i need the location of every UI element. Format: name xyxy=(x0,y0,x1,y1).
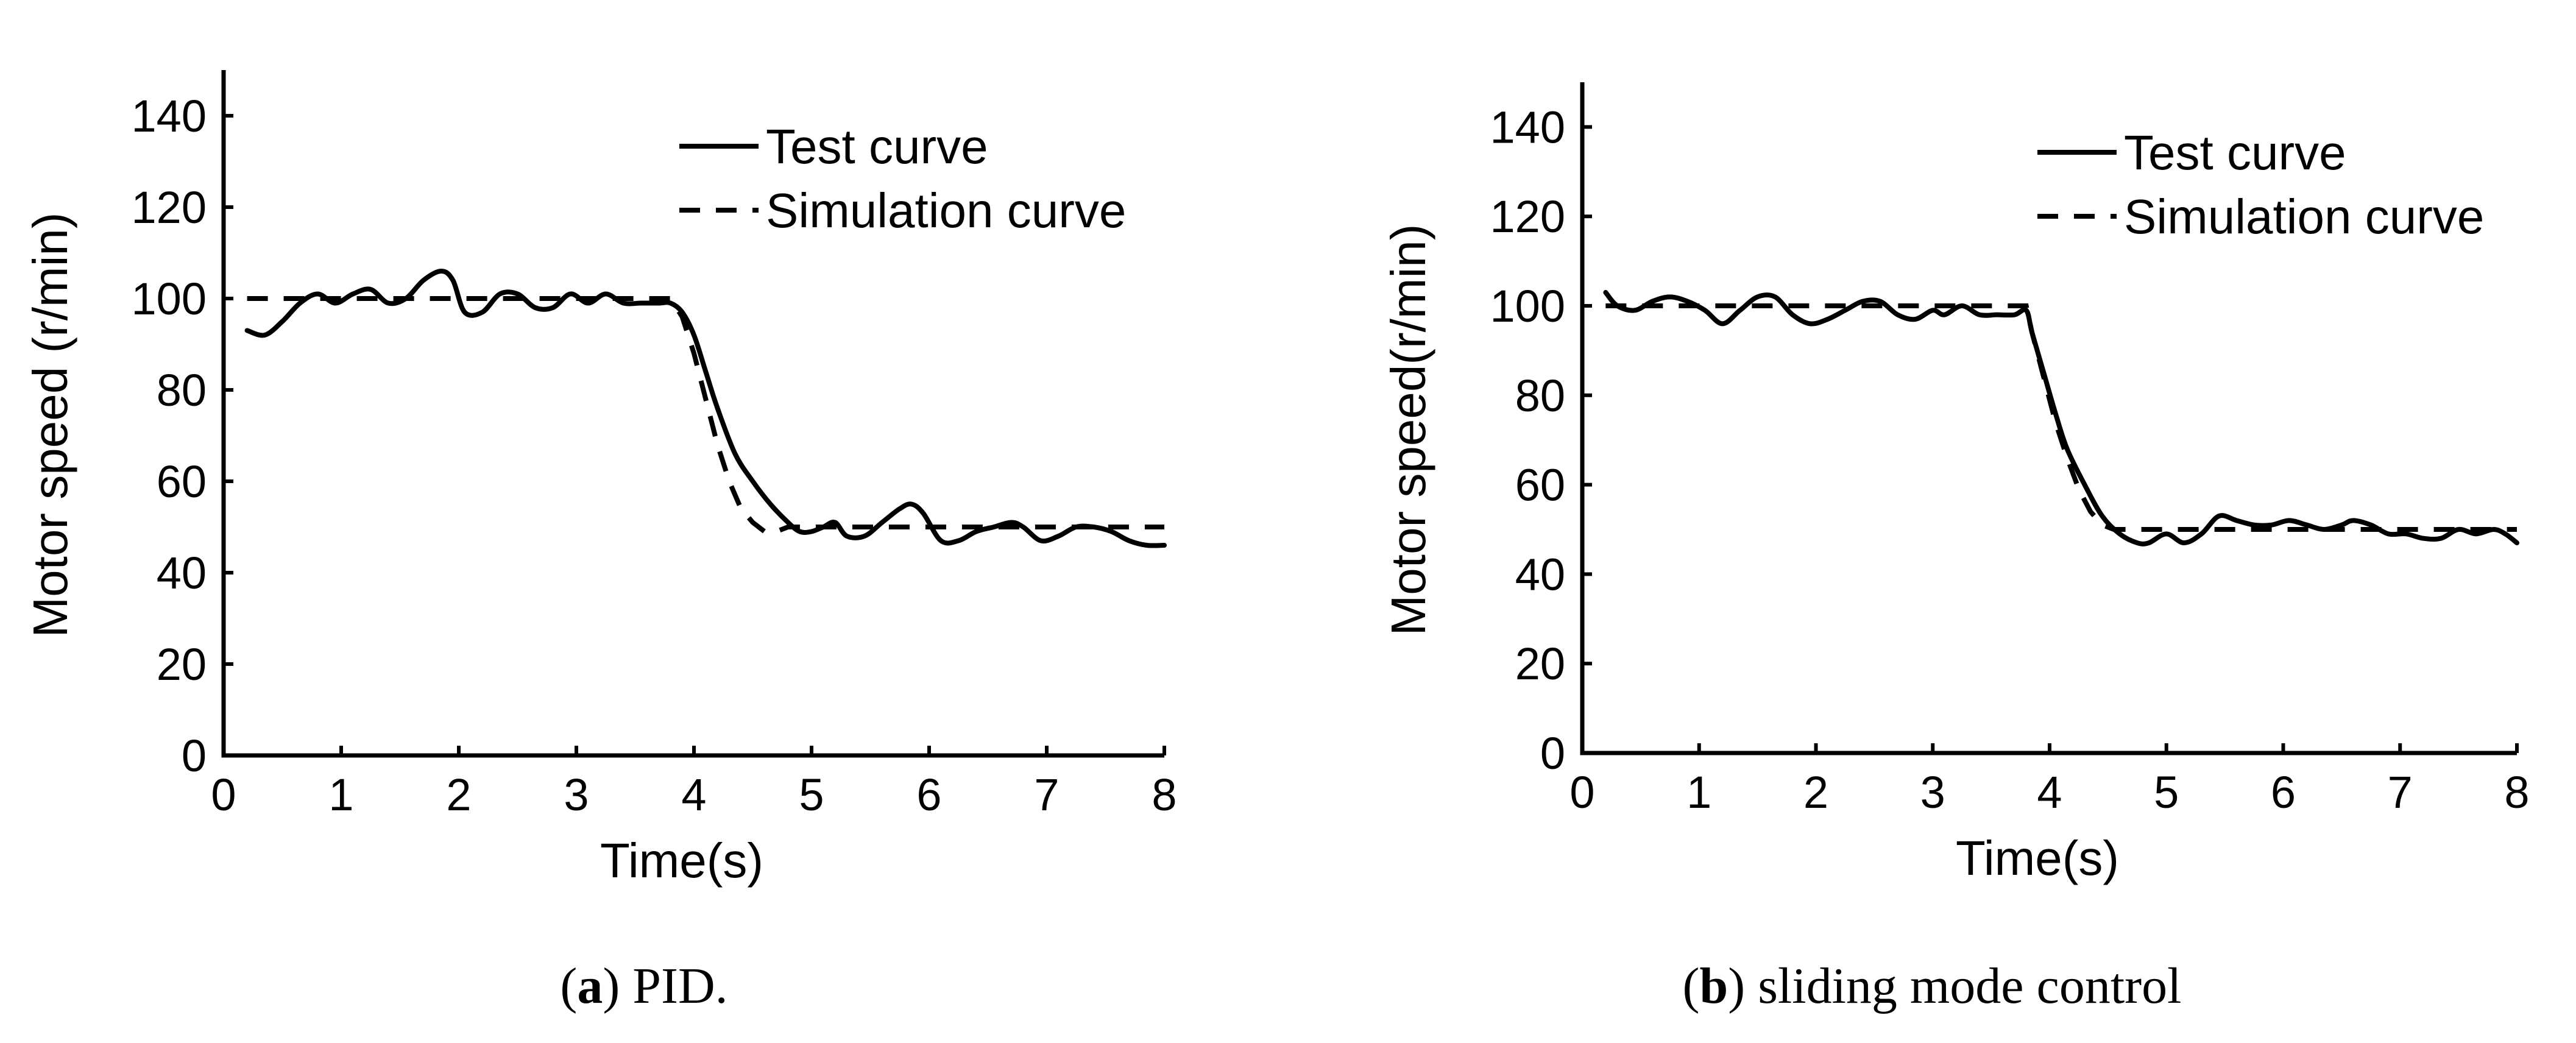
y-tick-label: 0 xyxy=(1540,728,1565,779)
x-tick-label: 5 xyxy=(799,769,824,820)
caption-a: (a) PID. xyxy=(0,956,1288,1016)
x-tick-label: 1 xyxy=(328,769,353,820)
x-tick-label: 1 xyxy=(1686,767,1711,818)
y-tick-label: 80 xyxy=(1515,370,1565,421)
x-tick-label: 3 xyxy=(1920,767,1945,818)
y-tick-label: 120 xyxy=(132,182,207,233)
figure-b: 0 1 2 3 4 5 6 7 8 0 20 40 60 80 100 120 140 Time(s) Motor … xyxy=(1288,0,2576,1043)
x-tick-label: 4 xyxy=(2037,767,2062,818)
y-axis-title: Motor speed(r/min) xyxy=(1381,224,1435,636)
caption-a-open: ( xyxy=(560,958,578,1014)
figure-a: 0 1 2 3 4 5 6 7 8 0 20 40 60 80 100 120 140 Time(s) Motor … xyxy=(0,70,1288,1016)
x-tick-label: 7 xyxy=(2388,767,2413,818)
series-simulation-curve xyxy=(247,296,1164,534)
series-test-curve xyxy=(1603,289,2519,546)
x-tick-label: 0 xyxy=(1569,767,1594,818)
x-axis-title: Time(s) xyxy=(1956,831,2119,885)
caption-b-letter: b xyxy=(1699,958,1729,1014)
chart-a: 0 1 2 3 4 5 6 7 8020406080100120140Time(s)Motor … xyxy=(23,70,1177,888)
caption-b: (b) sliding mode control xyxy=(1288,956,2576,1016)
y-tick-label: 140 xyxy=(132,91,207,141)
chart-b: 0 1 2 3 4 5 6 7 8020406080100120140Time(s)Motor … xyxy=(1381,82,2530,885)
caption-b-open: ( xyxy=(1682,958,1700,1014)
x-tick-label: 6 xyxy=(2271,767,2296,818)
x-axis-title: Time(s) xyxy=(600,833,763,888)
x-tick-label: 8 xyxy=(2504,767,2529,818)
legend-label-simulation: Simulation curve xyxy=(766,183,1126,238)
axes-frame xyxy=(221,70,1164,758)
x-tick-label: 3 xyxy=(564,769,589,820)
legend-label-test: Test curve xyxy=(766,119,988,174)
y-tick-label: 0 xyxy=(182,730,207,781)
x-tick-label: 0 xyxy=(211,769,236,820)
series-test-curve xyxy=(244,269,1167,548)
x-tick-label: 7 xyxy=(1034,769,1059,820)
y-tick-label: 40 xyxy=(1515,549,1565,599)
y-axis-title: Motor speed (r/min) xyxy=(23,213,77,638)
y-tick-label: 20 xyxy=(1515,638,1565,689)
y-tick-label: 100 xyxy=(132,274,207,324)
legend-label-simulation: Simulation curve xyxy=(2124,189,2484,244)
caption-a-letter: a xyxy=(577,958,603,1014)
y-tick-label: 40 xyxy=(157,548,207,598)
series-simulation-curve xyxy=(1605,303,2517,532)
caption-b-text: ) sliding mode control xyxy=(1728,958,2182,1014)
y-tick-label: 80 xyxy=(157,365,207,415)
x-tick-label: 4 xyxy=(681,769,706,820)
y-tick-label: 60 xyxy=(157,456,207,507)
x-tick-label: 5 xyxy=(2154,767,2179,818)
legend-label-test: Test curve xyxy=(2124,126,2346,180)
x-tick-label: 8 xyxy=(1152,769,1177,820)
y-tick-label: 20 xyxy=(157,639,207,690)
x-tick-label: 2 xyxy=(446,769,471,820)
caption-a-text: ) PID. xyxy=(603,958,728,1014)
x-tick-label: 2 xyxy=(1803,767,1828,818)
x-tick-label: 6 xyxy=(916,769,941,820)
y-tick-label: 100 xyxy=(1490,281,1565,331)
y-tick-label: 140 xyxy=(1490,102,1565,152)
y-tick-label: 120 xyxy=(1490,191,1565,242)
y-tick-label: 60 xyxy=(1515,460,1565,511)
axes-frame xyxy=(1580,82,2517,755)
